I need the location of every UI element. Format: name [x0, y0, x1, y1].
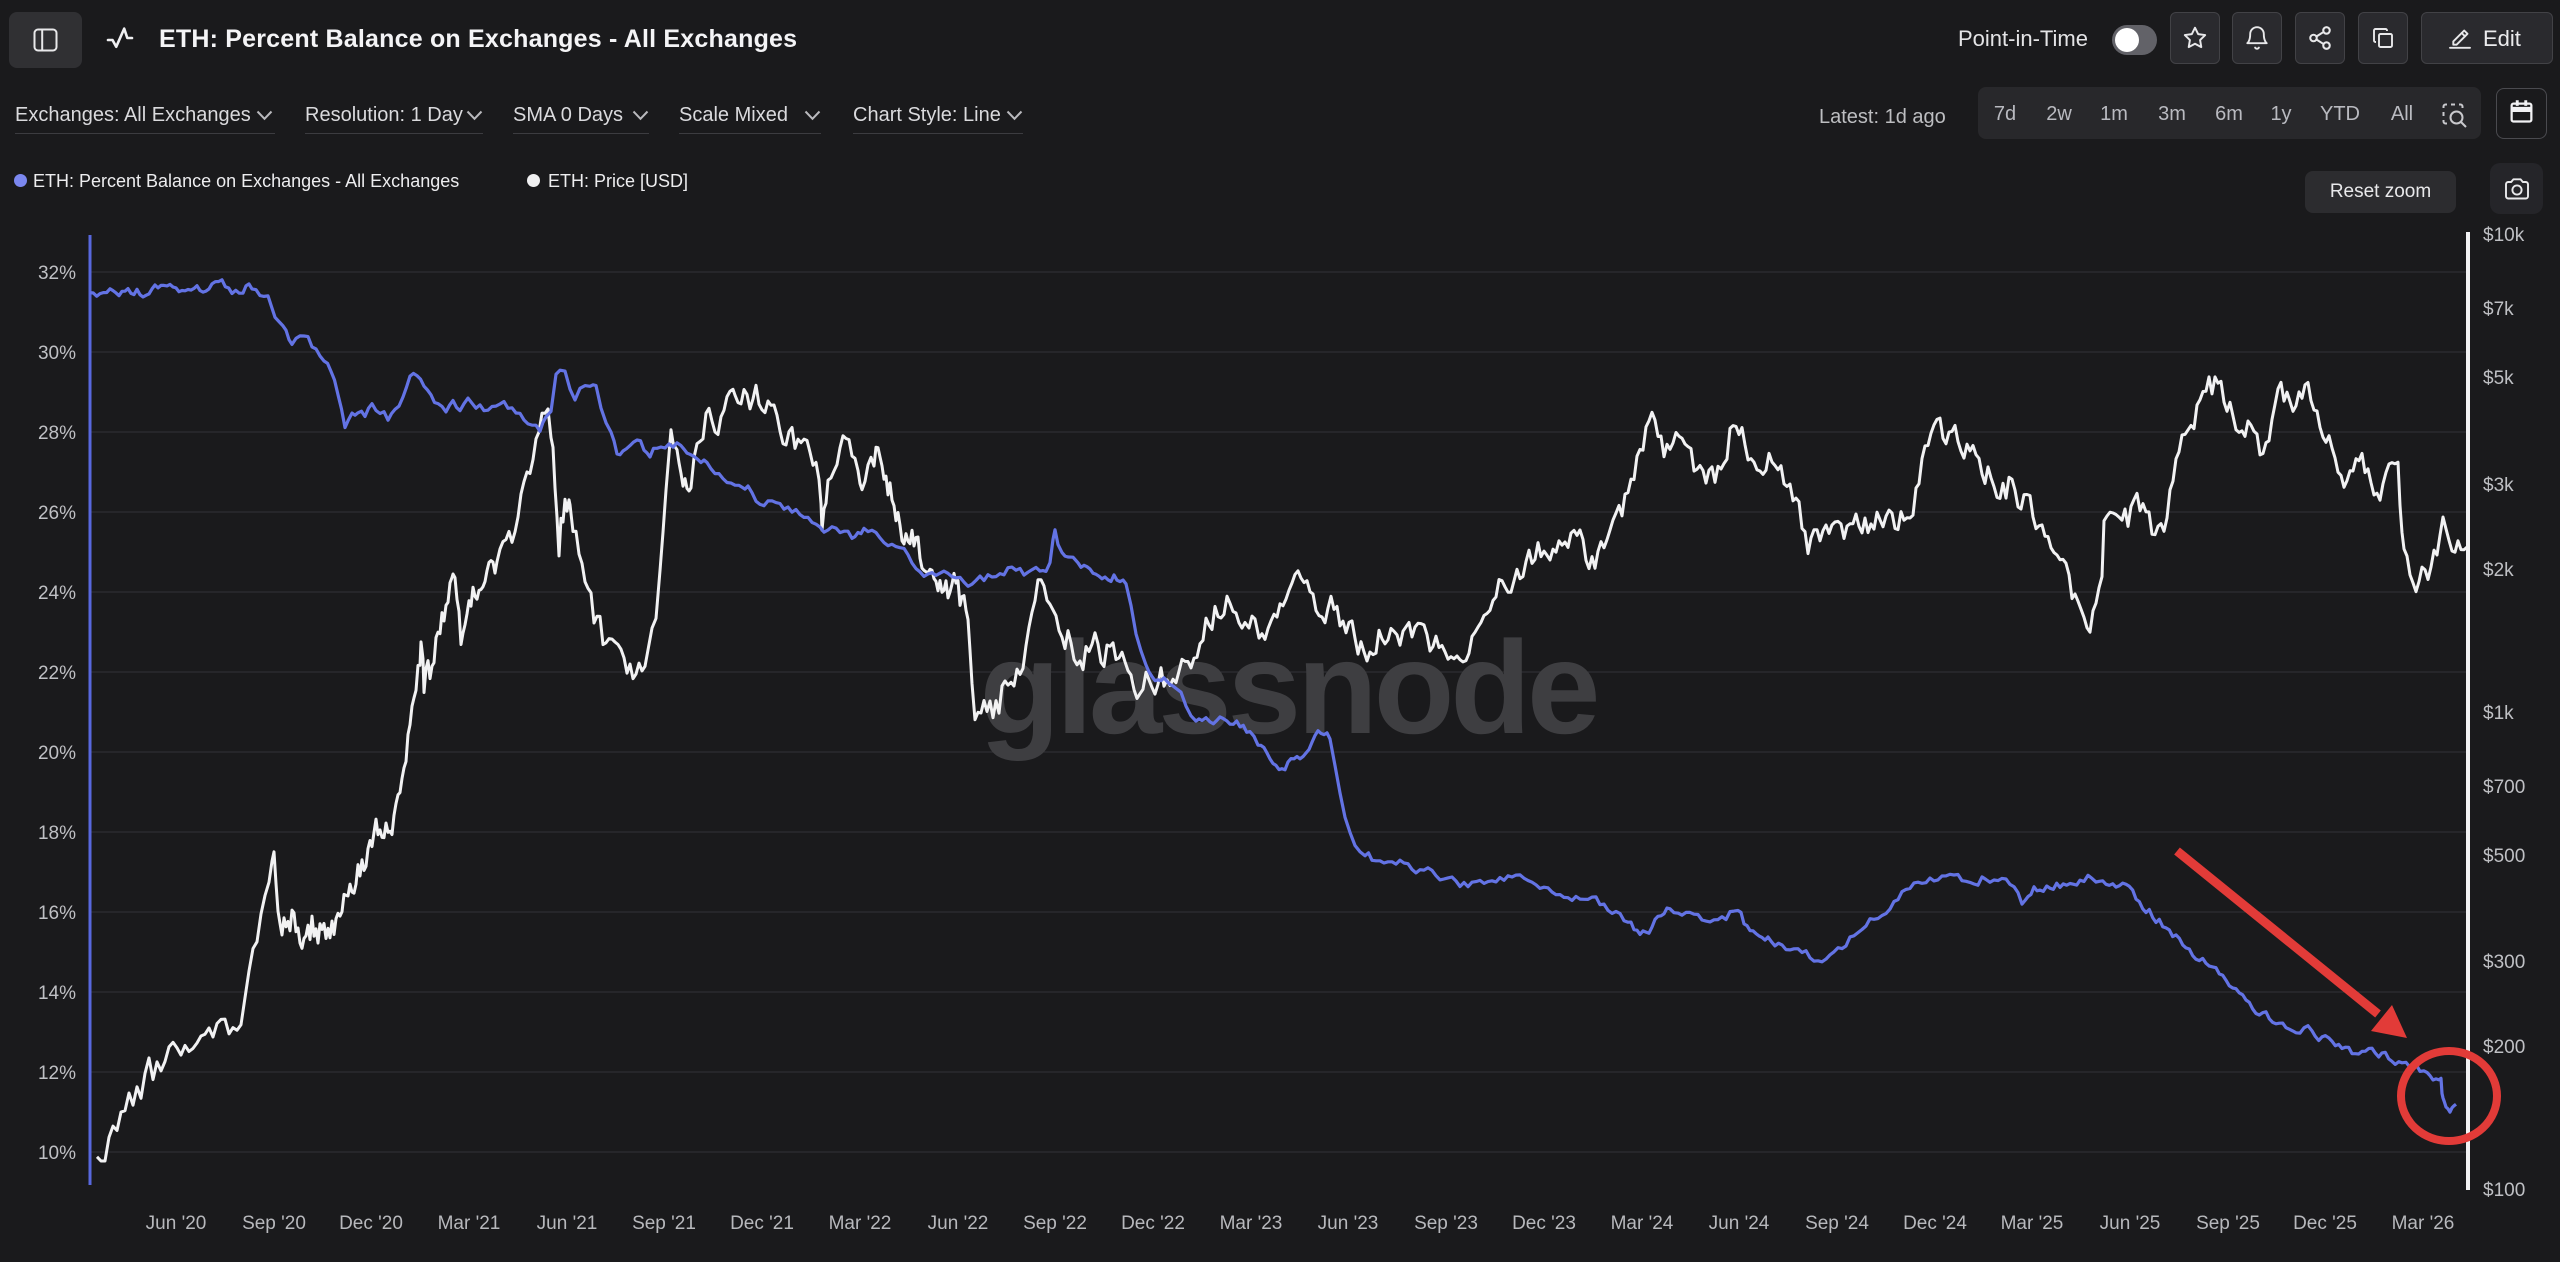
svg-text:26%: 26% [38, 503, 76, 524]
svg-text:12%: 12% [38, 1063, 76, 1084]
svg-text:28%: 28% [38, 423, 76, 444]
svg-text:$2k: $2k [2483, 560, 2514, 581]
svg-text:$1k: $1k [2483, 703, 2514, 724]
svg-text:$3k: $3k [2483, 475, 2514, 496]
svg-text:$500: $500 [2483, 846, 2525, 867]
svg-text:Jun '25: Jun '25 [2100, 1213, 2161, 1234]
svg-text:10%: 10% [38, 1143, 76, 1164]
svg-text:16%: 16% [38, 903, 76, 924]
svg-text:Jun '21: Jun '21 [537, 1213, 598, 1234]
svg-text:$10k: $10k [2483, 225, 2525, 246]
svg-text:Dec '21: Dec '21 [730, 1213, 794, 1234]
svg-text:Jun '24: Jun '24 [1709, 1213, 1770, 1234]
svg-text:Sep '25: Sep '25 [2196, 1213, 2260, 1234]
svg-text:32%: 32% [38, 263, 76, 284]
svg-text:Mar '23: Mar '23 [1220, 1213, 1283, 1234]
svg-text:Sep '22: Sep '22 [1023, 1213, 1087, 1234]
svg-text:Dec '25: Dec '25 [2293, 1213, 2357, 1234]
svg-text:Mar '21: Mar '21 [438, 1213, 501, 1234]
svg-text:$700: $700 [2483, 777, 2525, 798]
svg-text:Dec '24: Dec '24 [1903, 1213, 1967, 1234]
svg-text:24%: 24% [38, 583, 76, 604]
svg-text:Jun '22: Jun '22 [928, 1213, 989, 1234]
svg-text:Sep '21: Sep '21 [632, 1213, 696, 1234]
svg-text:Mar '26: Mar '26 [2392, 1213, 2455, 1234]
svg-text:$7k: $7k [2483, 299, 2514, 320]
svg-text:Dec '20: Dec '20 [339, 1213, 403, 1234]
svg-text:30%: 30% [38, 343, 76, 364]
svg-text:Mar '22: Mar '22 [829, 1213, 892, 1234]
svg-text:Sep '24: Sep '24 [1805, 1213, 1869, 1234]
svg-text:14%: 14% [38, 983, 76, 1004]
svg-text:$100: $100 [2483, 1180, 2525, 1201]
svg-text:Sep '23: Sep '23 [1414, 1213, 1478, 1234]
svg-text:20%: 20% [38, 743, 76, 764]
svg-text:$300: $300 [2483, 952, 2525, 973]
svg-text:$5k: $5k [2483, 368, 2514, 389]
svg-text:Jun '20: Jun '20 [146, 1213, 207, 1234]
svg-text:glassnode: glassnode [980, 614, 1597, 761]
svg-text:Dec '22: Dec '22 [1121, 1213, 1185, 1234]
svg-text:Jun '23: Jun '23 [1318, 1213, 1379, 1234]
svg-text:$200: $200 [2483, 1037, 2525, 1058]
svg-text:18%: 18% [38, 823, 76, 844]
svg-text:Mar '24: Mar '24 [1611, 1213, 1674, 1234]
svg-text:Dec '23: Dec '23 [1512, 1213, 1576, 1234]
svg-text:Mar '25: Mar '25 [2001, 1213, 2064, 1234]
svg-text:Sep '20: Sep '20 [242, 1213, 306, 1234]
svg-text:22%: 22% [38, 663, 76, 684]
